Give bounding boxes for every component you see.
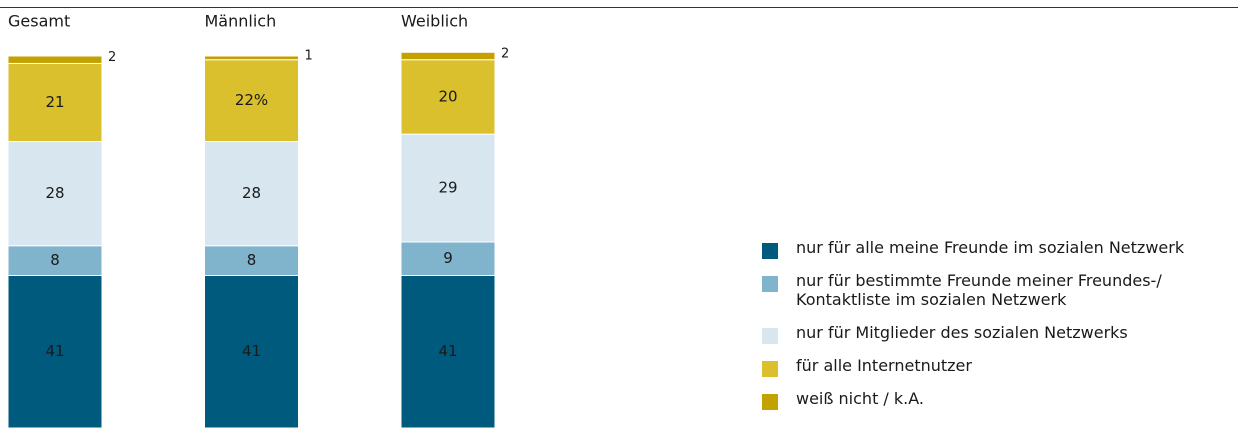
legend-item: nur für Mitglieder des sozialen Netzwerk…	[762, 323, 1232, 344]
legend-swatch	[762, 243, 778, 259]
value-label: 2	[108, 50, 116, 65]
value-label: 41	[242, 342, 261, 360]
legend-label: nur für bestimmte Freunde meiner Freunde…	[796, 271, 1162, 309]
bar-segment	[400, 274, 496, 429]
bar-segment	[7, 62, 103, 143]
legend-label: nur für alle meine Freunde im sozialen N…	[796, 238, 1185, 257]
category-label: Männlich	[205, 12, 277, 31]
bar-segment	[7, 274, 103, 429]
legend-label: weiß nicht / k.A.	[796, 389, 924, 408]
bar-segment	[400, 51, 496, 61]
legend-item: für alle Internetnutzer	[762, 356, 1232, 377]
value-label: 21	[45, 93, 64, 111]
value-label: 1	[305, 48, 313, 63]
bar-segment	[400, 241, 496, 276]
legend-swatch	[762, 361, 778, 377]
bar-segment	[400, 133, 496, 243]
value-label: 8	[50, 251, 60, 269]
value-label: 28	[242, 184, 261, 202]
value-label: 2	[501, 47, 509, 62]
bar-segment	[204, 274, 299, 429]
value-label: 8	[247, 251, 257, 269]
value-label: 9	[443, 249, 453, 267]
value-label: 29	[438, 179, 457, 197]
bar-segment	[400, 59, 496, 135]
bar-segment	[7, 55, 103, 64]
value-label: 41	[45, 342, 64, 360]
legend-label: nur für Mitglieder des sozialen Netzwerk…	[796, 323, 1128, 342]
legend-swatch	[762, 276, 778, 292]
legend: nur für alle meine Freunde im sozialen N…	[762, 238, 1232, 422]
value-label: 41	[438, 342, 457, 360]
legend-item: nur für bestimmte Freunde meiner Freunde…	[762, 271, 1232, 309]
legend-item: weiß nicht / k.A.	[762, 389, 1232, 410]
category-label: Weiblich	[401, 12, 468, 31]
bar-segment	[204, 59, 299, 143]
legend-swatch	[762, 394, 778, 410]
bar-segment	[204, 55, 299, 61]
legend-item: nur für alle meine Freunde im sozialen N…	[762, 238, 1232, 259]
legend-swatch	[762, 328, 778, 344]
bar-segment	[7, 141, 103, 247]
value-label: 22%	[235, 91, 268, 109]
legend-label: für alle Internetnutzer	[796, 356, 972, 375]
value-label: 20	[438, 87, 457, 105]
bar-segment	[204, 141, 299, 247]
value-label: 28	[45, 184, 64, 202]
category-label: Gesamt	[8, 12, 70, 31]
